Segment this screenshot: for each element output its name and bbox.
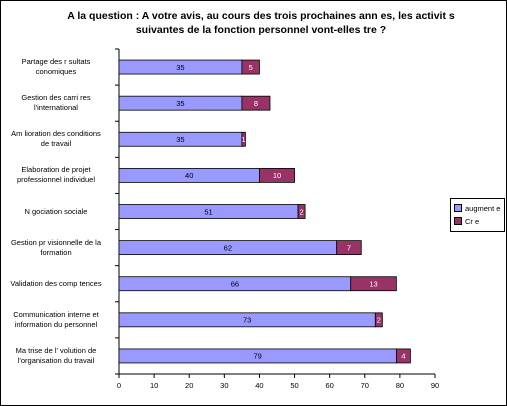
data-label-creee-5: 7: [347, 243, 351, 252]
data-label-augmentee-4: 51: [204, 207, 212, 216]
x-tick-label-9: 90: [431, 381, 439, 390]
x-tick-label-4: 40: [255, 381, 263, 390]
category-label-1-line-1: l'international: [34, 103, 78, 113]
legend-item-augmentee: augment e: [454, 203, 500, 213]
category-label-7-line-0: Communication interne et: [13, 309, 99, 319]
category-label-3-line-0: Elaboration de projet: [21, 165, 91, 175]
bar-creee-7: [374, 312, 383, 328]
bar-creee-0: [241, 59, 260, 75]
data-label-creee-6: 13: [369, 280, 377, 289]
data-label-augmentee-3: 40: [185, 171, 193, 180]
x-tick-label-5: 50: [290, 381, 298, 390]
data-label-creee-1: 8: [254, 99, 258, 108]
category-label-1: Gestion des carri res l'international: [0, 93, 112, 113]
data-label-creee-7: 2: [377, 316, 381, 325]
bar-creee-6: [350, 276, 397, 292]
bar-creee-3: [259, 167, 295, 183]
category-label-2-line-1: de travail: [40, 139, 72, 149]
x-tick-label-8: 80: [396, 381, 404, 390]
data-label-augmentee-8: 79: [254, 352, 262, 361]
data-label-creee-2: 1: [242, 135, 246, 144]
x-tick-label-3: 30: [220, 381, 228, 390]
category-label-7: Communication interne et information du p…: [0, 310, 112, 330]
x-tick-label-1: 10: [150, 381, 158, 390]
x-tick-label-0: 0: [117, 381, 121, 390]
legend-label-creee: Cr e: [465, 216, 480, 226]
x-tick-label-2: 20: [185, 381, 193, 390]
category-label-0-line-0: Partage des r sultats: [21, 57, 91, 67]
chart-title-line-2: suivantes de la fonction personnel vont-…: [135, 24, 387, 36]
category-label-4: N gociation sociale: [0, 207, 112, 217]
category-label-5-line-1: formation: [40, 247, 72, 257]
data-label-augmentee-1: 35: [176, 99, 184, 108]
chart-title-line-1: A la question : A votre avis, au cours d…: [67, 10, 455, 22]
data-label-augmentee-2: 35: [176, 135, 184, 144]
category-label-3: Elaboration de projet professionnel indiv…: [0, 165, 112, 185]
bar-creee-2: [241, 131, 246, 147]
data-label-augmentee-6: 66: [231, 280, 239, 289]
category-label-6-line-0: Validation des comp tences: [10, 278, 102, 288]
category-label-0: Partage des r sultats conomiques: [0, 57, 112, 77]
legend-swatch-creee: [454, 217, 462, 225]
category-label-0-line-1: conomiques: [35, 67, 77, 77]
category-label-3-line-1: professionnel individuel: [17, 175, 95, 185]
legend-swatch-augmentee: [454, 204, 462, 212]
category-label-1-line-0: Gestion des carri res: [21, 93, 91, 103]
category-label-2-line-0: Am lioration des conditions: [11, 129, 101, 139]
legend: augment e Cr e: [450, 198, 505, 232]
category-label-5-line-0: Gestion pr visionnelle de la: [10, 237, 102, 247]
category-label-5: Gestion pr visionnelle de la formation: [0, 238, 112, 258]
data-label-augmentee-7: 73: [243, 316, 251, 325]
data-label-augmentee-5: 62: [224, 243, 232, 252]
bar-creee-8: [395, 348, 411, 364]
category-label-8-line-0: Ma trise de l' volution de: [15, 345, 97, 355]
x-tick-label-7: 70: [361, 381, 369, 390]
category-label-2: Am lioration des conditions de travail: [0, 129, 112, 149]
data-label-creee-8: 4: [401, 352, 405, 361]
data-label-creee-0: 5: [249, 63, 253, 72]
category-label-7-line-1: information du personnel: [14, 319, 98, 329]
category-label-8: Ma trise de l' volution de l'organisation…: [0, 346, 112, 366]
bar-creee-5: [336, 240, 362, 256]
legend-label-augmentee: augment e: [465, 203, 501, 213]
category-label-8-line-1: l'organisation du travail: [17, 355, 95, 365]
legend-item-creee: Cr e: [454, 216, 479, 226]
category-label-6: Validation des comp tences: [0, 279, 112, 289]
data-label-creee-3: 10: [273, 171, 281, 180]
chart-title: A la question : A votre avis, au cours d…: [41, 9, 481, 37]
category-label-4-line-0: N gociation sociale: [24, 206, 88, 216]
bar-creee-4: [297, 204, 306, 219]
data-label-augmentee-0: 35: [176, 63, 184, 72]
bar-creee-1: [241, 95, 271, 111]
data-label-creee-4: 2: [299, 207, 303, 216]
x-tick-label-6: 60: [325, 381, 333, 390]
